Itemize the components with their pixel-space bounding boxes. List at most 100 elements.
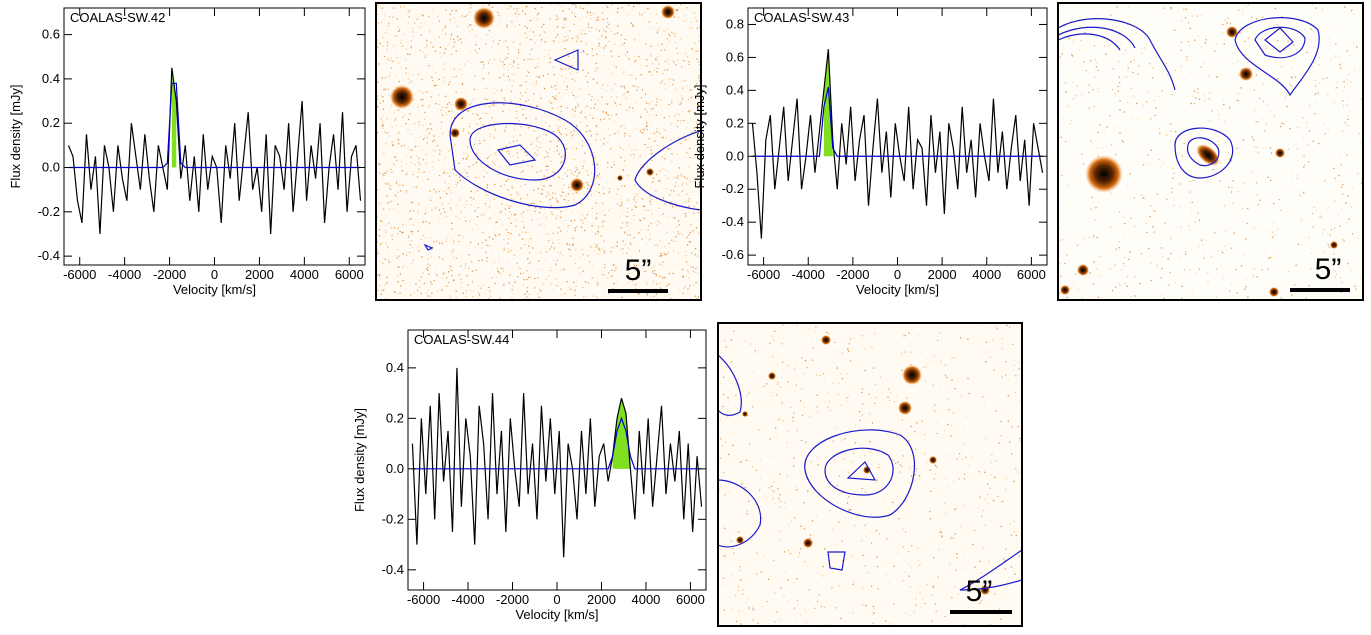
noise-pixel (1130, 87, 1132, 90)
noise-pixel (455, 186, 457, 188)
noise-pixel (609, 61, 612, 63)
noise-pixel (1199, 98, 1201, 100)
noise-pixel (442, 290, 444, 292)
noise-pixel (491, 277, 493, 279)
noise-pixel (604, 266, 606, 269)
noise-pixel (649, 195, 651, 197)
noise-pixel (1265, 250, 1267, 253)
noise-pixel (620, 147, 622, 149)
noise-pixel (531, 247, 534, 249)
noise-pixel (626, 91, 628, 93)
noise-pixel (947, 398, 949, 400)
noise-pixel (1336, 86, 1338, 89)
noise-pixel (968, 392, 970, 395)
noise-pixel (575, 39, 577, 41)
noise-pixel (386, 246, 389, 248)
noise-pixel (405, 163, 408, 166)
noise-pixel (983, 404, 986, 406)
noise-pixel (662, 127, 664, 129)
y-tick-label: 0.6 (726, 49, 744, 64)
noise-pixel (1306, 144, 1309, 146)
noise-pixel (723, 393, 725, 396)
noise-pixel (1111, 290, 1114, 292)
noise-pixel (588, 26, 590, 28)
noise-pixel (464, 169, 467, 171)
noise-pixel (677, 252, 679, 254)
noise-pixel (493, 103, 495, 105)
noise-pixel (626, 234, 629, 236)
noise-pixel (590, 194, 593, 196)
noise-pixel (1334, 177, 1336, 179)
noise-pixel (434, 150, 436, 152)
noise-pixel (688, 277, 690, 279)
noise-pixel (675, 176, 677, 179)
noise-pixel (1127, 70, 1129, 73)
noise-pixel (552, 232, 554, 234)
noise-pixel (735, 394, 737, 397)
noise-pixel (661, 80, 663, 82)
noise-pixel (400, 67, 402, 69)
noise-pixel (477, 234, 479, 236)
noise-pixel (816, 406, 818, 408)
noise-pixel (521, 84, 523, 87)
noise-pixel (962, 458, 964, 460)
noise-pixel (620, 156, 622, 158)
noise-pixel (384, 229, 386, 231)
noise-pixel (516, 10, 519, 12)
noise-pixel (389, 208, 391, 210)
noise-pixel (817, 411, 819, 413)
noise-pixel (777, 488, 779, 490)
noise-pixel (672, 177, 675, 179)
noise-pixel (590, 190, 592, 193)
noise-pixel (1219, 180, 1221, 182)
noise-pixel (378, 202, 380, 204)
noise-pixel (823, 381, 825, 383)
noise-pixel (570, 137, 573, 139)
noise-pixel (376, 105, 378, 107)
noise-pixel (1203, 94, 1206, 96)
noise-pixel (973, 529, 976, 532)
noise-pixel (510, 6, 513, 8)
noise-pixel (727, 416, 729, 418)
noise-pixel (620, 249, 622, 251)
noise-pixel (1126, 276, 1129, 278)
noise-pixel (659, 55, 661, 57)
noise-pixel (893, 565, 895, 567)
noise-pixel (1181, 297, 1183, 299)
noise-pixel (1318, 143, 1320, 145)
noise-pixel (563, 92, 565, 94)
noise-pixel (518, 234, 521, 236)
noise-pixel (596, 82, 598, 84)
noise-pixel (527, 99, 529, 102)
noise-pixel (662, 213, 665, 215)
noise-pixel (452, 279, 455, 281)
noise-pixel (946, 376, 948, 379)
noise-pixel (495, 153, 497, 156)
noise-pixel (548, 193, 550, 195)
noise-pixel (1064, 82, 1067, 84)
noise-pixel (385, 172, 387, 174)
noise-pixel (994, 476, 996, 478)
noise-pixel (560, 110, 562, 113)
noise-pixel (1334, 270, 1336, 272)
noise-pixel (956, 578, 958, 580)
noise-pixel (1132, 71, 1134, 74)
noise-pixel (603, 273, 605, 276)
noise-pixel (391, 200, 393, 202)
noise-pixel (1197, 88, 1199, 90)
noise-pixel (593, 78, 596, 80)
noise-pixel (634, 284, 636, 286)
noise-pixel (399, 29, 401, 31)
noise-pixel (409, 108, 411, 110)
noise-pixel (664, 129, 666, 131)
noise-pixel (591, 265, 594, 267)
noise-pixel (1220, 162, 1222, 164)
noise-pixel (417, 161, 420, 163)
noise-pixel (955, 569, 957, 571)
noise-pixel (827, 391, 829, 393)
noise-pixel (678, 289, 681, 291)
noise-pixel (430, 128, 432, 130)
noise-pixel (978, 471, 980, 473)
noise-pixel (552, 213, 554, 216)
noise-pixel (801, 388, 803, 390)
